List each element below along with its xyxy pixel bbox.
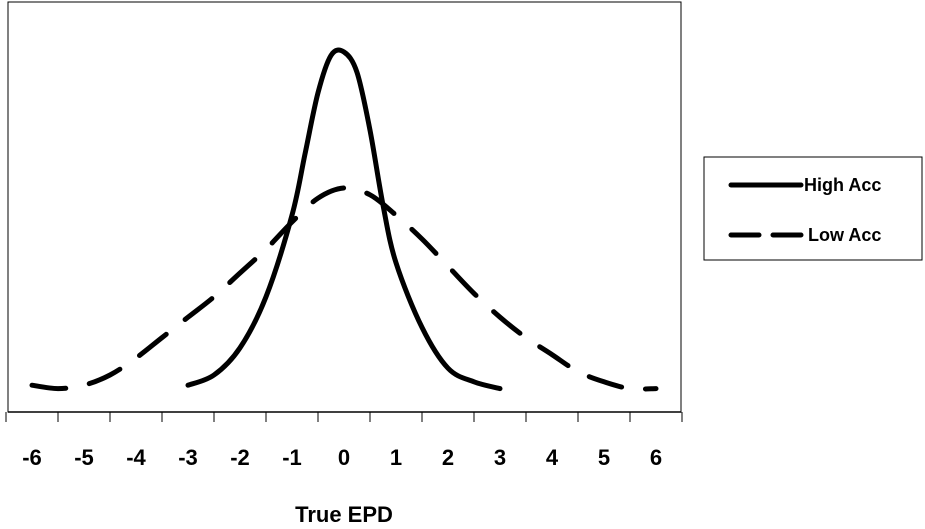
legend: High Acc Low Acc	[703, 156, 923, 261]
x-tick-label: 1	[390, 445, 402, 470]
x-tick-label: 6	[650, 445, 662, 470]
x-tick-label: -2	[230, 445, 250, 470]
x-tick-labels: -6 -5 -4 -3 -2 -1 0 1 2 3 4 5 6	[22, 445, 662, 470]
x-tick-label: -4	[126, 445, 146, 470]
x-tick-label: 4	[546, 445, 559, 470]
series-line-low-acc	[29, 185, 659, 392]
series-line-high-acc	[185, 47, 503, 392]
x-tick-label: 3	[494, 445, 506, 470]
legend-box	[703, 156, 923, 261]
legend-label-low-acc: Low Acc	[808, 225, 881, 245]
x-tick-label: 0	[338, 445, 350, 470]
x-tick-label: -1	[282, 445, 302, 470]
legend-label-high-acc: High Acc	[804, 175, 881, 195]
x-tick-label: -3	[178, 445, 198, 470]
series-layer	[29, 47, 659, 392]
x-axis-title: True EPD	[295, 502, 393, 527]
x-ticks	[5, 412, 683, 422]
plot-area-frame	[7, 1, 682, 413]
x-tick-label: 2	[442, 445, 454, 470]
x-tick-label: -6	[22, 445, 42, 470]
x-tick-label: -5	[74, 445, 94, 470]
x-tick-label: 5	[598, 445, 610, 470]
